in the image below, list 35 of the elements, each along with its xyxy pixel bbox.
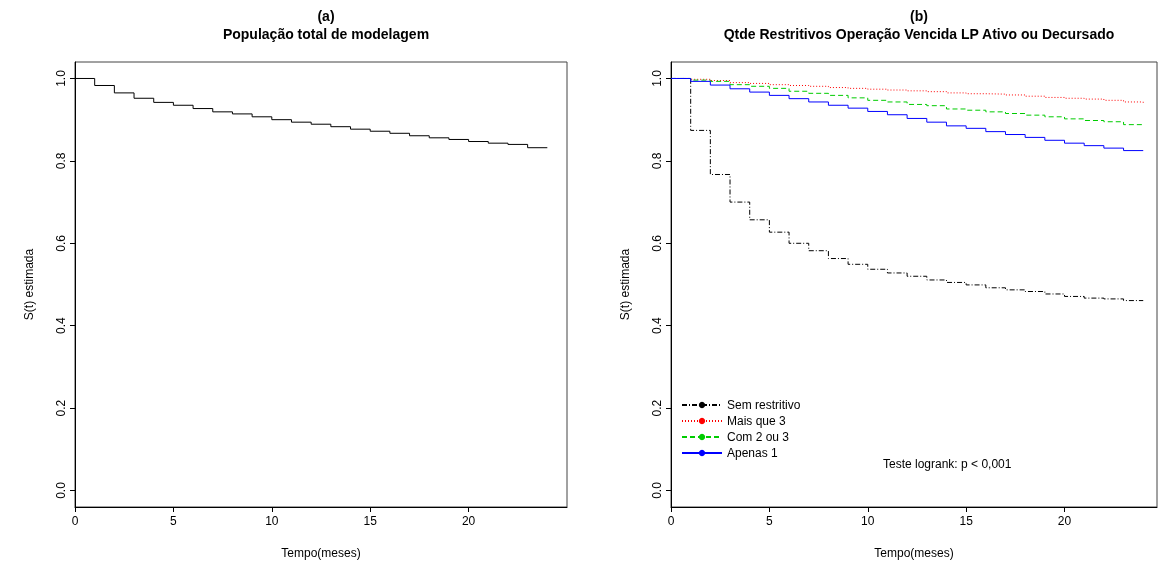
x-tick-label: 10 [861, 514, 875, 528]
legend-label: Com 2 ou 3 [727, 430, 790, 444]
legend-label: Sem restritivo [727, 398, 801, 412]
x-tick-label: 10 [265, 514, 279, 528]
y-tick-label: 1.0 [54, 69, 68, 87]
x-tick-label: 5 [170, 514, 178, 528]
x-tick-label: 15 [363, 514, 378, 528]
y-axis-title: S(t) estimada [22, 248, 36, 321]
y-tick-label: 0.6 [54, 234, 68, 252]
x-tick-label: 0 [667, 514, 675, 528]
x-tick-label: 5 [766, 514, 774, 528]
y-tick-label: 0.8 [54, 152, 68, 170]
legend-label: Mais que 3 [727, 414, 787, 428]
x-axis-title: Tempo(meses) [281, 546, 361, 560]
legend-label: Apenas 1 [727, 446, 779, 460]
x-axis-title: Tempo(meses) [874, 546, 954, 560]
y-tick-label: 0.6 [650, 234, 664, 252]
chart-title: (b) [910, 8, 928, 24]
y-tick-label: 0.0 [650, 481, 664, 499]
x-tick-label: 0 [71, 514, 79, 528]
x-tick-label: 20 [1057, 514, 1072, 528]
y-tick-label: 0.0 [54, 481, 68, 499]
annotation: Teste logrank: p < 0,001 [883, 457, 1012, 471]
chart-subtitle: População total de modelagem [222, 26, 430, 42]
chart-subtitle: Qtde Restritivos Operação Vencida LP Ativo ou Decursado [723, 26, 1115, 42]
y-tick-label: 0.8 [650, 152, 664, 170]
y-tick-label: 0.4 [54, 317, 68, 335]
y-tick-label: 0.2 [650, 399, 664, 417]
x-tick-label: 20 [461, 514, 476, 528]
x-tick-label: 15 [959, 514, 974, 528]
y-tick-label: 0.2 [54, 399, 68, 417]
y-tick-label: 1.0 [650, 69, 664, 87]
chart-title: (a) [317, 8, 335, 24]
y-tick-label: 0.4 [650, 317, 664, 335]
y-axis-title: S(t) estimada [618, 248, 632, 321]
